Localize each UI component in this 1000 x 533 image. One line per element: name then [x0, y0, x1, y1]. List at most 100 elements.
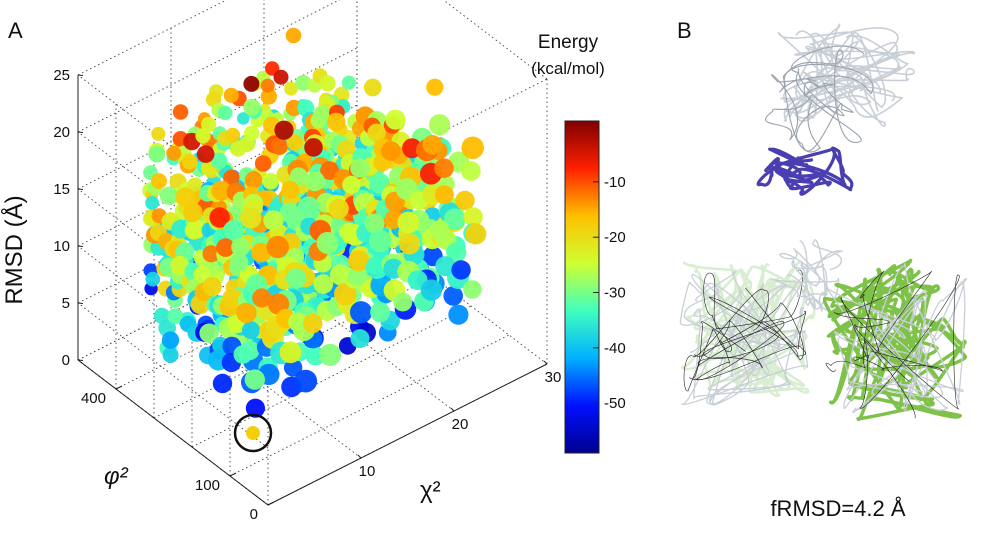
data-point: [195, 128, 211, 144]
light-green-chain: [682, 261, 791, 391]
data-point: [399, 233, 421, 255]
data-point: [370, 302, 391, 323]
data-point: [284, 81, 298, 96]
data-point: [350, 329, 370, 349]
data-point: [443, 208, 466, 231]
panel-b-label: B: [677, 18, 692, 43]
ghost-chain: [779, 240, 829, 298]
colorbar: [564, 120, 600, 454]
data-point: [243, 125, 260, 141]
data-point: [263, 210, 284, 231]
grid-line: [77, 0, 228, 76]
data-point: [161, 331, 180, 349]
data-point: [260, 78, 275, 93]
z-tick-mark: [77, 188, 84, 190]
data-point: [181, 153, 198, 170]
data-point: [420, 279, 443, 301]
data-point: [223, 87, 239, 103]
data-point: [426, 78, 444, 96]
colorbar-title: Energy: [538, 32, 599, 53]
data-point: [162, 347, 179, 363]
z-tick-label: 10: [53, 238, 70, 255]
data-point: [334, 282, 357, 306]
data-point: [262, 172, 280, 190]
data-point: [166, 145, 182, 161]
x-tick-label: 10: [359, 463, 376, 480]
data-point: [225, 127, 241, 143]
grid-line: [77, 131, 269, 278]
x-tick-mark: [543, 360, 548, 365]
data-point: [252, 288, 272, 308]
data-point: [285, 27, 302, 44]
data-point: [230, 140, 247, 157]
z-axis-title: RMSD (Å): [0, 195, 28, 304]
data-point: [429, 220, 450, 241]
colorbar-ticks: -10 -20 -30 -40 -50: [593, 174, 626, 412]
data-point: [304, 171, 325, 192]
scatter-points: [142, 27, 487, 418]
colorbar-tick-label: -30: [604, 285, 626, 302]
data-point: [159, 186, 179, 205]
ghost-chain: [782, 45, 915, 119]
data-point: [289, 167, 308, 186]
data-point: [348, 250, 370, 272]
data-point: [279, 341, 302, 364]
data-point: [244, 171, 263, 189]
ghost-chain: [764, 64, 874, 141]
data-point: [273, 69, 289, 85]
backbone-trace: [825, 270, 932, 382]
x-axis-line: [267, 363, 548, 506]
data-point: [304, 138, 323, 157]
data-point: [435, 256, 456, 277]
data-point: [210, 152, 228, 170]
data-point: [145, 271, 161, 287]
data-point: [367, 123, 386, 142]
colorbar-tick-label: -40: [604, 340, 626, 357]
data-point: [245, 398, 265, 418]
data-point: [223, 220, 244, 241]
data-point: [393, 292, 413, 312]
data-point: [316, 231, 339, 254]
data-point: [319, 75, 336, 92]
z-tick-mark: [77, 245, 84, 247]
data-point: [319, 343, 342, 366]
data-point: [460, 161, 481, 181]
data-point: [368, 229, 392, 253]
data-point: [216, 238, 235, 257]
data-point: [151, 126, 166, 141]
data-point: [236, 302, 257, 323]
data-point: [463, 280, 482, 299]
data-point: [455, 190, 475, 211]
data-point: [222, 288, 243, 309]
data-point: [175, 187, 196, 207]
x-tick-mark: [357, 454, 362, 459]
highlight-ring: [233, 413, 273, 453]
data-point: [448, 304, 469, 325]
data-point: [233, 345, 253, 364]
data-point: [172, 104, 189, 120]
data-point: [201, 116, 217, 133]
panel-a-label: A: [8, 18, 23, 43]
data-point: [320, 161, 339, 181]
data-point: [266, 235, 289, 259]
data-point: [342, 175, 361, 195]
ghost-chain: [681, 307, 808, 405]
data-point: [237, 112, 250, 125]
highlighted-point-group: [233, 413, 273, 453]
backbone-trace: [689, 287, 807, 380]
highlighted-point: [246, 426, 260, 440]
data-point: [202, 245, 220, 263]
y-tick-mark: [229, 472, 237, 477]
data-point: [251, 242, 271, 263]
data-point: [385, 109, 406, 130]
data-point: [341, 75, 356, 90]
blue-chain: [756, 146, 854, 192]
data-point: [443, 286, 464, 306]
x-tick-label: 20: [452, 416, 469, 433]
data-point: [381, 141, 401, 161]
data-point: [281, 180, 300, 199]
data-point: [223, 169, 240, 187]
data-point: [244, 369, 265, 390]
data-point: [313, 274, 334, 294]
data-point: [243, 75, 260, 92]
